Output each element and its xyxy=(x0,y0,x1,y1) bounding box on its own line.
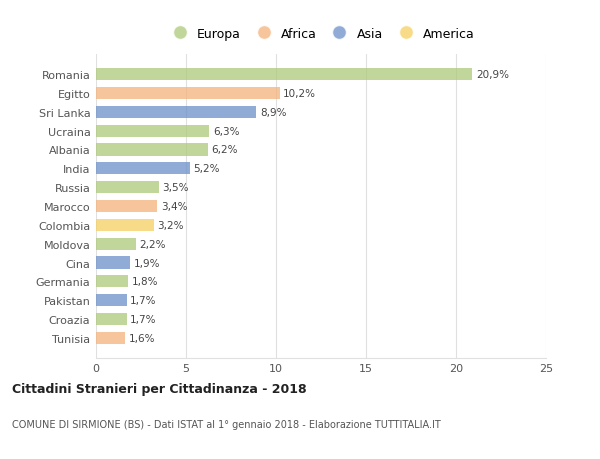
Text: 1,8%: 1,8% xyxy=(132,277,158,287)
Text: 1,6%: 1,6% xyxy=(128,333,155,343)
Bar xyxy=(96,69,472,81)
Bar xyxy=(96,201,157,213)
Text: 10,2%: 10,2% xyxy=(283,89,316,99)
Bar xyxy=(96,294,127,307)
Legend: Europa, Africa, Asia, America: Europa, Africa, Asia, America xyxy=(164,25,478,43)
Bar xyxy=(96,238,136,250)
Text: Cittadini Stranieri per Cittadinanza - 2018: Cittadini Stranieri per Cittadinanza - 2… xyxy=(12,382,307,396)
Bar xyxy=(96,219,154,231)
Text: 1,7%: 1,7% xyxy=(130,314,157,325)
Text: 1,9%: 1,9% xyxy=(134,258,160,268)
Text: 3,5%: 3,5% xyxy=(163,183,189,193)
Bar xyxy=(96,163,190,175)
Bar xyxy=(96,332,125,344)
Text: 5,2%: 5,2% xyxy=(193,164,220,174)
Bar xyxy=(96,88,280,100)
Text: 6,2%: 6,2% xyxy=(211,145,238,155)
Text: 6,3%: 6,3% xyxy=(213,126,239,136)
Text: 3,4%: 3,4% xyxy=(161,202,187,212)
Text: 2,2%: 2,2% xyxy=(139,239,166,249)
Bar xyxy=(96,182,159,194)
Bar xyxy=(96,257,130,269)
Text: 3,2%: 3,2% xyxy=(157,220,184,230)
Bar xyxy=(96,276,128,288)
Text: 8,9%: 8,9% xyxy=(260,107,286,118)
Bar xyxy=(96,125,209,137)
Text: 20,9%: 20,9% xyxy=(476,70,509,80)
Text: 1,7%: 1,7% xyxy=(130,296,157,306)
Text: COMUNE DI SIRMIONE (BS) - Dati ISTAT al 1° gennaio 2018 - Elaborazione TUTTITALI: COMUNE DI SIRMIONE (BS) - Dati ISTAT al … xyxy=(12,419,441,429)
Bar xyxy=(96,144,208,156)
Bar xyxy=(96,106,256,119)
Bar xyxy=(96,313,127,325)
